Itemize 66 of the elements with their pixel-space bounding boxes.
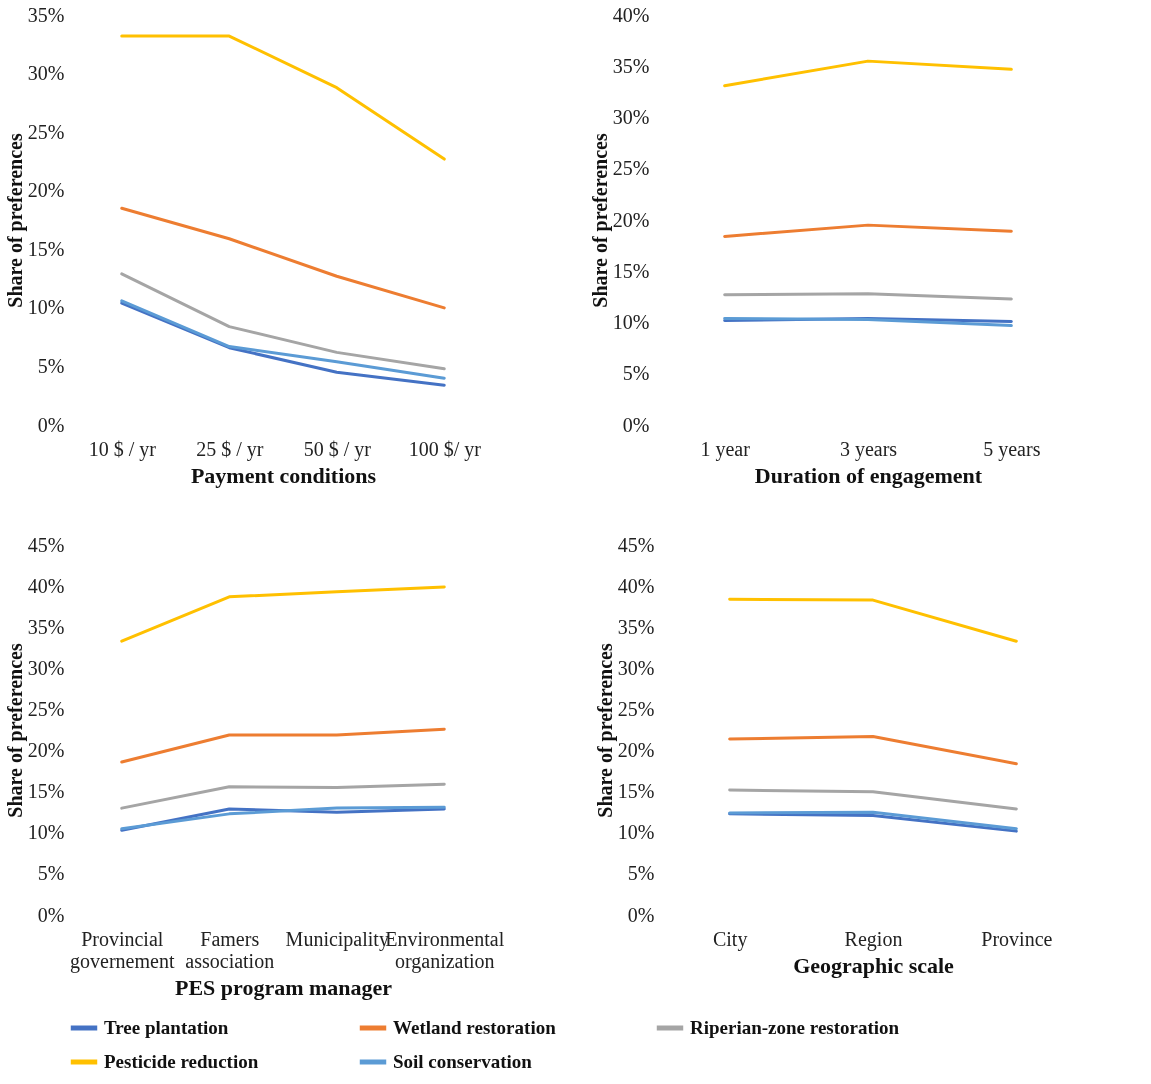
y-tick-label: 15% — [27, 237, 65, 260]
y-tick-label: 20% — [612, 208, 650, 231]
y-tick-label: 5% — [622, 362, 650, 385]
x-tick-label: 10 $ / yr — [88, 437, 157, 461]
y-tick-label: 10% — [27, 296, 65, 319]
y-tick-label: 40% — [612, 3, 650, 26]
y-tick-label: 40% — [617, 574, 655, 597]
y-tick-label: 25% — [27, 697, 65, 720]
y-tick-label: 5% — [37, 354, 65, 377]
y-axis-title: Share of preferences — [3, 133, 27, 308]
y-tick-label: 30% — [27, 62, 65, 85]
y-tick-label: 0% — [37, 413, 65, 436]
y-tick-label: 45% — [617, 533, 655, 556]
y-tick-label: 15% — [617, 780, 655, 803]
x-tick-label: 50 $ / yr — [303, 437, 372, 461]
y-tick-label: 10% — [617, 821, 655, 844]
line-series — [120, 206, 446, 310]
y-tick-label: 5% — [37, 862, 65, 885]
y-tick-label: 25% — [612, 157, 650, 180]
y-tick-label: 0% — [622, 413, 650, 436]
y-tick-label: 20% — [617, 739, 655, 762]
y-tick-label: 35% — [27, 615, 65, 638]
y-tick-label: 35% — [612, 54, 650, 77]
x-tick-label: 25 $ / yr — [196, 437, 264, 461]
y-tick-label: 5% — [627, 862, 655, 885]
x-tick-label: 1 year — [700, 437, 751, 461]
legend-label: Wetland restoration — [393, 1017, 557, 1038]
x-tick-label: 100 $/ yr — [408, 437, 482, 461]
y-tick-label: 35% — [27, 3, 65, 26]
y-tick-label: 30% — [617, 656, 655, 679]
y-tick-label: 45% — [27, 533, 65, 556]
y-tick-label: 15% — [612, 259, 650, 282]
legend-label: Soil conservation — [393, 1051, 533, 1072]
x-tick-label: 3 years — [839, 437, 898, 461]
y-tick-label: 10% — [612, 311, 650, 333]
y-tick-label: 20% — [27, 739, 65, 762]
x-tick-label: 5 years — [983, 437, 1041, 461]
y-tick-label: 30% — [612, 106, 650, 128]
x-axis-title: Geographic scale — [793, 952, 955, 978]
x-axis-title: Payment conditions — [190, 462, 377, 488]
x-axis-title: PES program manager — [174, 974, 393, 1000]
y-tick-label: 0% — [37, 903, 65, 926]
x-tick-label: Province — [981, 927, 1053, 950]
y-tick-label: 40% — [27, 574, 65, 597]
legend-label: Pesticide reduction — [104, 1051, 259, 1072]
x-tick-label: Region — [844, 927, 903, 951]
y-tick-label: 15% — [27, 780, 65, 803]
y-tick-label: 35% — [617, 615, 655, 638]
y-tick-label: 25% — [27, 120, 65, 143]
y-tick-label: 25% — [617, 697, 655, 720]
line-series — [120, 272, 446, 371]
y-tick-label: 30% — [27, 656, 65, 679]
line-series — [120, 585, 446, 643]
y-axis-title: Share of preferences — [3, 643, 27, 818]
x-tick-label: Provincial governement — [70, 927, 175, 973]
legend-label: Tree plantation — [104, 1017, 229, 1038]
y-tick-label: 10% — [27, 821, 65, 844]
line-series — [120, 782, 446, 810]
x-tick-label: City — [712, 927, 748, 951]
x-axis-title: Duration of engagement — [754, 462, 983, 488]
y-tick-label: 0% — [627, 903, 655, 926]
y-axis-title: Share of preferences — [593, 643, 617, 818]
y-tick-label: 20% — [27, 179, 65, 202]
x-tick-label: Famers association — [185, 927, 275, 972]
y-axis-title: Share of preferences — [588, 133, 612, 308]
legend-label: Riperian-zone restoration — [690, 1017, 900, 1038]
